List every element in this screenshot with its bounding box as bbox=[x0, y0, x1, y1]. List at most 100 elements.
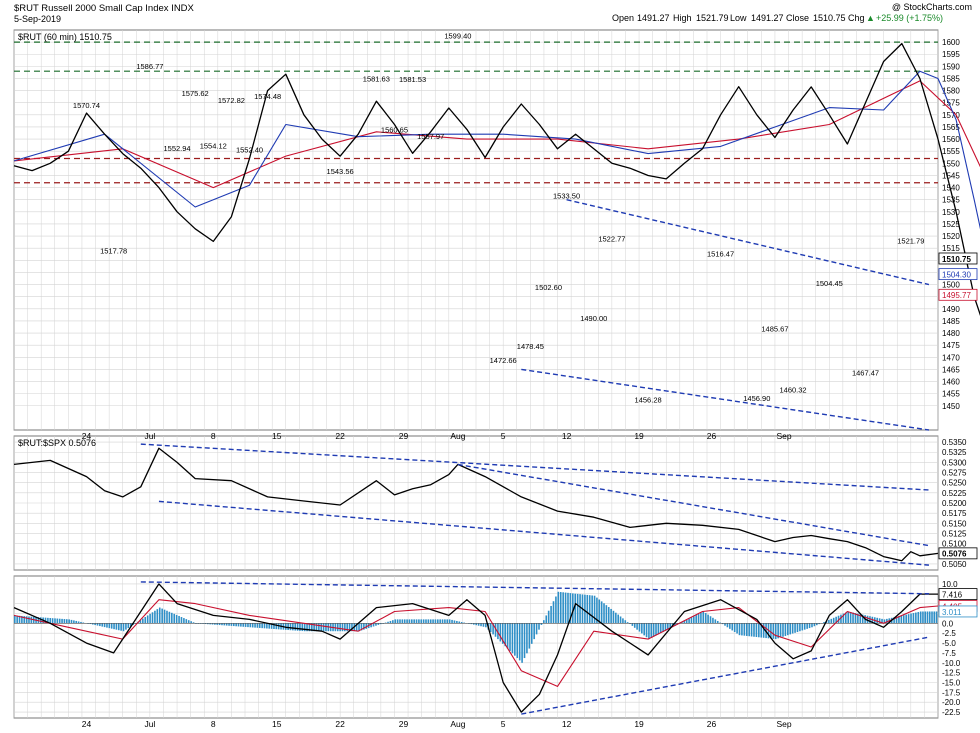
histogram-bar bbox=[533, 623, 535, 640]
price-annotation: 1467.47 bbox=[852, 368, 879, 377]
x-axis: 24 Jul 8 15 22 29 Aug 5 12 19 26 Sep 24 Jul 8 15 22 29 Aug… bbox=[82, 431, 792, 729]
histogram-bar bbox=[610, 608, 612, 624]
histogram-bar bbox=[240, 623, 242, 627]
histogram-bar bbox=[562, 592, 564, 624]
histogram-bar bbox=[591, 595, 593, 624]
histogram-bar bbox=[403, 619, 406, 624]
histogram-bar bbox=[228, 623, 230, 626]
y-tick-label: 1520 bbox=[942, 232, 960, 241]
histogram-bar bbox=[214, 623, 216, 625]
histogram-bar bbox=[574, 593, 577, 624]
histogram-bar bbox=[336, 623, 339, 632]
histogram-bar bbox=[719, 622, 721, 624]
histogram-bar bbox=[791, 623, 794, 634]
histogram-bar bbox=[738, 623, 741, 636]
histogram-bar bbox=[598, 599, 601, 624]
histogram-bar bbox=[154, 610, 156, 624]
price-annotation: 1460.32 bbox=[779, 386, 806, 395]
histogram-bar bbox=[501, 623, 504, 644]
histogram-bar bbox=[396, 619, 399, 624]
y-tick-label: -20.0 bbox=[942, 698, 961, 707]
price-annotation: 1516.47 bbox=[707, 250, 734, 259]
trendline bbox=[158, 500, 929, 566]
y-tick-label: 0.5150 bbox=[942, 519, 967, 528]
y-tick-label: 1465 bbox=[942, 365, 960, 374]
histogram-bar bbox=[716, 620, 719, 624]
histogram-bar bbox=[127, 623, 130, 629]
histogram-bar bbox=[439, 619, 441, 624]
quote-chg-label: Chg bbox=[848, 13, 865, 23]
y-tick-label: 0.5250 bbox=[942, 479, 967, 488]
y-tick-label: 1595 bbox=[942, 50, 960, 59]
histogram-bar bbox=[287, 623, 289, 631]
histogram-bar bbox=[346, 623, 349, 632]
trendline bbox=[521, 636, 930, 715]
histogram-bar bbox=[748, 623, 750, 637]
histogram-bar bbox=[413, 619, 415, 624]
y-tick-label: 1470 bbox=[942, 353, 960, 362]
panel-legend: $RUT (60 min) 1510.75 bbox=[18, 32, 112, 42]
y-tick-label: 1535 bbox=[942, 196, 960, 205]
chart-date: 5-Sep-2019 bbox=[14, 14, 61, 24]
y-tick-label: 0.5050 bbox=[942, 560, 967, 569]
ratio-line bbox=[13, 447, 939, 562]
histogram-bar bbox=[178, 615, 180, 624]
histogram-bar bbox=[567, 592, 569, 624]
histogram-bar bbox=[741, 623, 743, 636]
x-tick-label: 5 bbox=[501, 719, 506, 729]
y-tick-label: -15.0 bbox=[942, 679, 961, 688]
histogram-bar bbox=[624, 620, 627, 624]
y-tick-label: 1545 bbox=[942, 171, 960, 180]
price-annotation: 1570.74 bbox=[73, 101, 100, 110]
price-annotation: 1478.45 bbox=[517, 342, 544, 351]
histogram-bar bbox=[516, 623, 519, 659]
x-tick-label: Aug bbox=[450, 431, 465, 441]
histogram-bar bbox=[636, 623, 638, 630]
x-tick-label: 5 bbox=[501, 431, 506, 441]
y-tick-label: 1570 bbox=[942, 111, 960, 120]
histogram-bar bbox=[232, 623, 235, 627]
histogram-bar bbox=[185, 619, 188, 624]
x-tick-label: 22 bbox=[335, 719, 345, 729]
histogram-bar bbox=[399, 619, 401, 624]
price-annotation: 1504.45 bbox=[816, 279, 843, 288]
histogram-bar bbox=[506, 623, 509, 649]
last-value-tag bbox=[938, 252, 978, 265]
x-tick-label: 19 bbox=[634, 431, 644, 441]
histogram-bar bbox=[292, 623, 294, 631]
price-annotation: 1456.90 bbox=[743, 394, 770, 403]
x-tick-label: 19 bbox=[634, 719, 644, 729]
histogram-bar bbox=[209, 623, 211, 625]
y-tick-label: -10.0 bbox=[942, 659, 961, 668]
histogram-bar bbox=[499, 623, 502, 642]
histogram-bar bbox=[49, 618, 52, 624]
histogram-bar bbox=[657, 623, 660, 635]
price-annotation: 1572.82 bbox=[218, 96, 245, 105]
histogram-bar bbox=[605, 605, 608, 624]
histogram-bar bbox=[504, 623, 506, 647]
histogram-bar bbox=[56, 618, 59, 624]
histogram-bar bbox=[216, 623, 219, 625]
histogram-bar bbox=[308, 623, 311, 632]
histogram-bar bbox=[702, 611, 705, 624]
histogram-bar bbox=[905, 614, 907, 624]
histogram-bar bbox=[521, 623, 523, 663]
histogram-bar bbox=[772, 623, 775, 639]
histogram-bar bbox=[622, 618, 624, 624]
histogram-bar bbox=[857, 613, 859, 624]
histogram-bar bbox=[808, 623, 811, 629]
histogram-bar bbox=[25, 616, 28, 624]
y-tick-label: 0.5125 bbox=[942, 529, 967, 538]
last-value-tag bbox=[938, 288, 978, 301]
histogram-bar bbox=[94, 623, 96, 626]
price-annotation: 1543.56 bbox=[327, 167, 354, 176]
histogram-bar bbox=[379, 623, 382, 625]
histogram-bar bbox=[230, 623, 233, 626]
histogram-bar bbox=[39, 617, 42, 624]
histogram-bar bbox=[261, 623, 263, 629]
histogram-bar bbox=[406, 619, 408, 624]
histogram-bar bbox=[242, 623, 245, 627]
histogram-bar bbox=[596, 597, 598, 624]
y-tick-label: 1550 bbox=[942, 159, 960, 168]
histogram-bar bbox=[881, 618, 883, 624]
